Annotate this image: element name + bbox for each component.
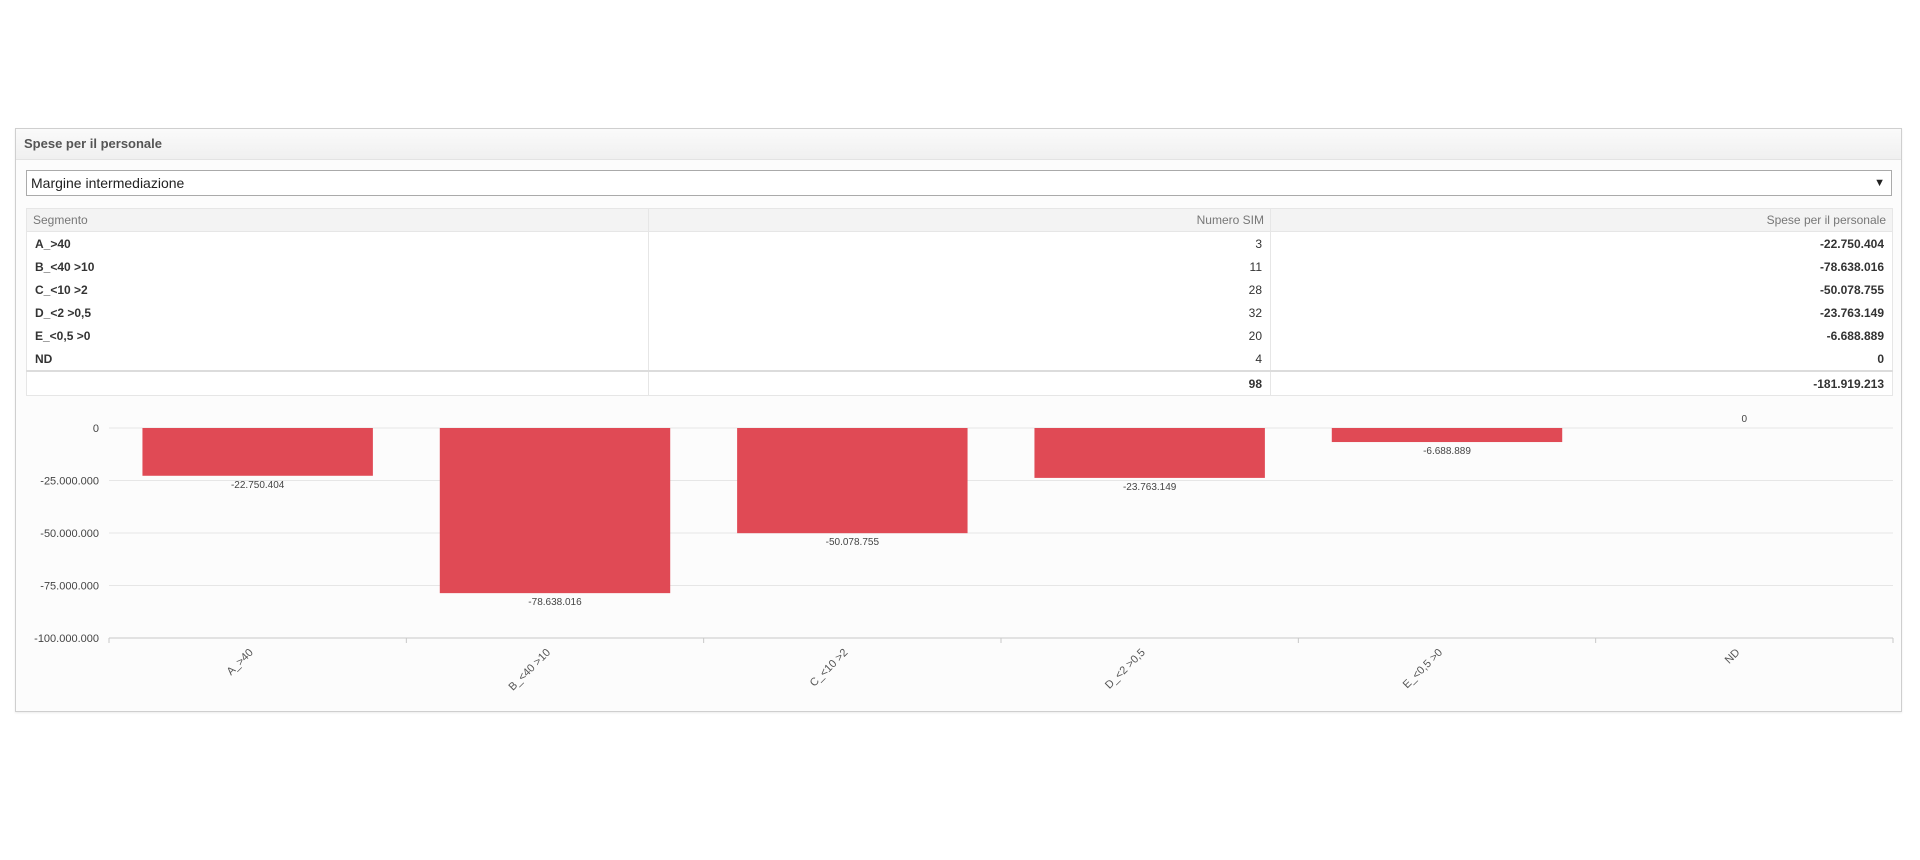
cell-spese: -50.078.755 — [1270, 278, 1893, 301]
x-tick-label: A_>40 — [225, 647, 256, 678]
total-segmento — [26, 370, 649, 396]
cell-spese: 0 — [1270, 347, 1893, 371]
table-header-row: Segmento Numero SIM Spese per il persona… — [26, 208, 1893, 232]
panel: Spese per il personale Margine intermedi… — [15, 128, 1902, 712]
data-label: -6.688.889 — [1423, 446, 1471, 457]
x-tick-label: B_<40 >10 — [507, 647, 554, 694]
metric-select-value: Margine intermediazione — [31, 175, 185, 191]
panel-title: Spese per il personale — [16, 129, 1901, 160]
cell-segmento: ND — [26, 347, 649, 371]
cell-segmento: D_<2 >0,5 — [26, 301, 649, 324]
cell-spese: -78.638.016 — [1270, 255, 1893, 278]
cell-segmento: A_>40 — [26, 231, 649, 255]
y-tick-label: -100.000.000 — [34, 633, 99, 645]
bar — [439, 428, 671, 594]
data-label: -50.078.755 — [826, 537, 880, 548]
cell-numero-sim: 20 — [648, 324, 1271, 347]
data-label: -78.638.016 — [528, 597, 582, 608]
y-tick-label: 0 — [93, 423, 99, 435]
cell-segmento: C_<10 >2 — [26, 278, 649, 301]
table-row: C_<10 >2 28 -50.078.755 — [26, 278, 1893, 301]
x-tick-label: E_<0,5 >0 — [1401, 647, 1445, 691]
cell-spese: -6.688.889 — [1270, 324, 1893, 347]
bar — [1331, 428, 1563, 443]
table-row: A_>40 3 -22.750.404 — [26, 231, 1893, 255]
column-header-numero-sim[interactable]: Numero SIM — [648, 208, 1271, 232]
table-row: E_<0,5 >0 20 -6.688.889 — [26, 324, 1893, 347]
y-tick-label: -75.000.000 — [40, 581, 99, 593]
column-header-segmento[interactable]: Segmento — [26, 208, 649, 232]
bar — [1034, 428, 1265, 478]
cell-numero-sim: 3 — [648, 231, 1271, 255]
y-tick-label: -25.000.000 — [40, 476, 99, 488]
x-tick-label: D_<2 >0,5 — [1103, 647, 1148, 692]
cell-segmento: B_<40 >10 — [26, 255, 649, 278]
metric-select[interactable]: Margine intermediazione ▼ — [26, 170, 1892, 196]
triangle-down-icon[interactable]: ▼ — [1874, 177, 1885, 189]
bar — [142, 428, 373, 476]
total-numero-sim: 98 — [648, 370, 1271, 396]
y-tick-label: -50.000.000 — [40, 528, 99, 540]
data-label: 0 — [1742, 414, 1748, 425]
data-label: -22.750.404 — [231, 480, 285, 491]
table-row: B_<40 >10 11 -78.638.016 — [26, 255, 1893, 278]
table-total-row: 98 -181.919.213 — [26, 370, 1893, 396]
cell-numero-sim: 32 — [648, 301, 1271, 324]
bar — [737, 428, 968, 534]
table-row: ND 4 0 — [26, 347, 1893, 371]
data-label: -23.763.149 — [1123, 482, 1177, 493]
x-tick-label: ND — [1723, 647, 1743, 667]
x-tick-label: C_<10 >2 — [808, 647, 851, 690]
table-row: D_<2 >0,5 32 -23.763.149 — [26, 301, 1893, 324]
cell-numero-sim: 11 — [648, 255, 1271, 278]
bar-chart: 0 -25.000.000 -50.000.000 -75.000.000 -100.0… — [34, 414, 1894, 694]
cell-spese: -22.750.404 — [1270, 231, 1893, 255]
cell-segmento: E_<0,5 >0 — [26, 324, 649, 347]
column-header-spese[interactable]: Spese per il personale — [1270, 208, 1893, 232]
total-spese: -181.919.213 — [1270, 370, 1893, 396]
cell-spese: -23.763.149 — [1270, 301, 1893, 324]
cell-numero-sim: 4 — [648, 347, 1271, 371]
data-table: Segmento Numero SIM Spese per il persona… — [26, 208, 1893, 396]
